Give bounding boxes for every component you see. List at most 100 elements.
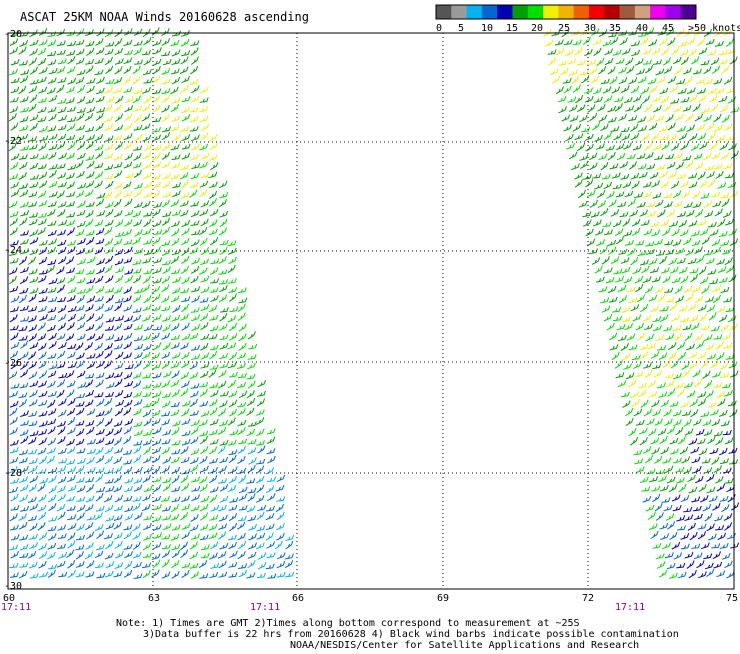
- wind-barb: [640, 133, 650, 142]
- wind-barb: [689, 361, 698, 369]
- wind-barb: [38, 456, 47, 465]
- wind-barb: [19, 484, 29, 492]
- wind-barb: [255, 475, 265, 484]
- wind-barb: [219, 284, 228, 293]
- wind-barb: [76, 523, 85, 532]
- wind-barb: [713, 382, 723, 389]
- wind-barb: [643, 104, 652, 113]
- wind-barb: [687, 303, 697, 312]
- wind-barb: [218, 514, 228, 522]
- wind-barb: [29, 39, 39, 47]
- wind-barb: [105, 95, 115, 104]
- wind-barb: [238, 342, 247, 351]
- wind-barb: [721, 114, 730, 123]
- wind-barb: [143, 485, 153, 493]
- wind-barb: [603, 181, 612, 190]
- wind-barb: [133, 484, 143, 492]
- wind-barb: [638, 382, 648, 389]
- wind-barb: [551, 75, 561, 84]
- wind-barb: [618, 113, 627, 122]
- wind-barb: [19, 161, 28, 170]
- wind-barb: [66, 267, 75, 274]
- wind-barb: [113, 323, 123, 332]
- wind-barb: [38, 551, 48, 560]
- wind-barb: [38, 511, 47, 521]
- wind-barb: [676, 515, 686, 522]
- wind-barb: [612, 183, 622, 190]
- wind-barb: [609, 76, 618, 85]
- legend-swatch: [558, 5, 575, 19]
- wind-barb: [29, 174, 39, 180]
- wind-barb: [86, 160, 95, 169]
- wind-barb: [671, 228, 680, 237]
- wind-barb: [189, 362, 198, 370]
- wind-barb: [657, 293, 666, 303]
- wind-barb: [678, 305, 688, 312]
- wind-barb: [114, 407, 124, 417]
- wind-barb: [152, 104, 161, 113]
- wind-barb: [132, 314, 142, 323]
- wind-barb: [200, 172, 210, 179]
- wind-barb: [190, 172, 200, 180]
- wind-barb: [19, 96, 29, 103]
- wind-barb: [683, 506, 693, 513]
- wind-barb: [656, 561, 666, 569]
- wind-barb: [19, 287, 29, 294]
- wind-barb: [659, 135, 669, 141]
- wind-barb: [190, 419, 200, 427]
- wind-barb: [653, 370, 663, 378]
- wind-barb: [237, 401, 247, 408]
- wind-barb: [105, 208, 114, 218]
- wind-barb: [66, 191, 76, 198]
- legend-frame: [435, 4, 697, 20]
- wind-barb: [9, 106, 19, 114]
- wind-barb: [572, 84, 581, 93]
- wind-barb: [142, 391, 152, 398]
- wind-barb: [142, 334, 152, 341]
- wind-barb: [104, 504, 114, 513]
- wind-barb: [712, 502, 721, 511]
- wind-barb: [75, 534, 85, 541]
- lat-label: -30: [4, 581, 22, 592]
- wind-barb: [237, 287, 247, 294]
- wind-barb: [622, 400, 631, 408]
- wind-barb: [171, 220, 180, 228]
- wind-barb: [75, 76, 85, 85]
- wind-barb: [85, 324, 95, 332]
- wind-barb: [47, 77, 57, 84]
- wind-barb: [647, 380, 656, 388]
- wind-barb: [677, 351, 686, 361]
- wind-barb: [668, 133, 678, 142]
- wind-barb: [143, 466, 153, 473]
- wind-barb: [660, 533, 670, 540]
- wind-barb: [658, 391, 668, 398]
- wind-barb: [686, 124, 695, 133]
- wind-barb: [47, 306, 57, 313]
- wind-barb: [191, 229, 201, 236]
- wind-barb: [655, 512, 664, 521]
- wind-barb: [720, 240, 730, 246]
- wind-barb: [265, 513, 275, 521]
- wind-barb: [229, 466, 238, 474]
- wind-barb: [688, 351, 698, 359]
- wind-barb: [218, 504, 227, 512]
- wind-barb: [645, 152, 654, 160]
- wind-barb: [602, 39, 612, 47]
- wind-barb: [247, 493, 256, 502]
- wind-barb: [67, 343, 77, 350]
- map-title: ASCAT 25KM NOAA Winds 20160628 ascending: [20, 10, 309, 24]
- wind-barb: [123, 459, 133, 465]
- wind-barb: [684, 332, 693, 342]
- wind-barb: [38, 343, 47, 351]
- wind-barb: [256, 511, 265, 521]
- wind-barb: [104, 115, 113, 123]
- wind-barb: [718, 231, 728, 237]
- wind-barb: [664, 552, 674, 559]
- wind-barb: [171, 466, 181, 474]
- wind-barb: [690, 446, 700, 454]
- wind-barb: [687, 474, 696, 483]
- wind-barb: [664, 418, 673, 426]
- wind-barb: [638, 389, 647, 398]
- wind-barb: [143, 143, 153, 152]
